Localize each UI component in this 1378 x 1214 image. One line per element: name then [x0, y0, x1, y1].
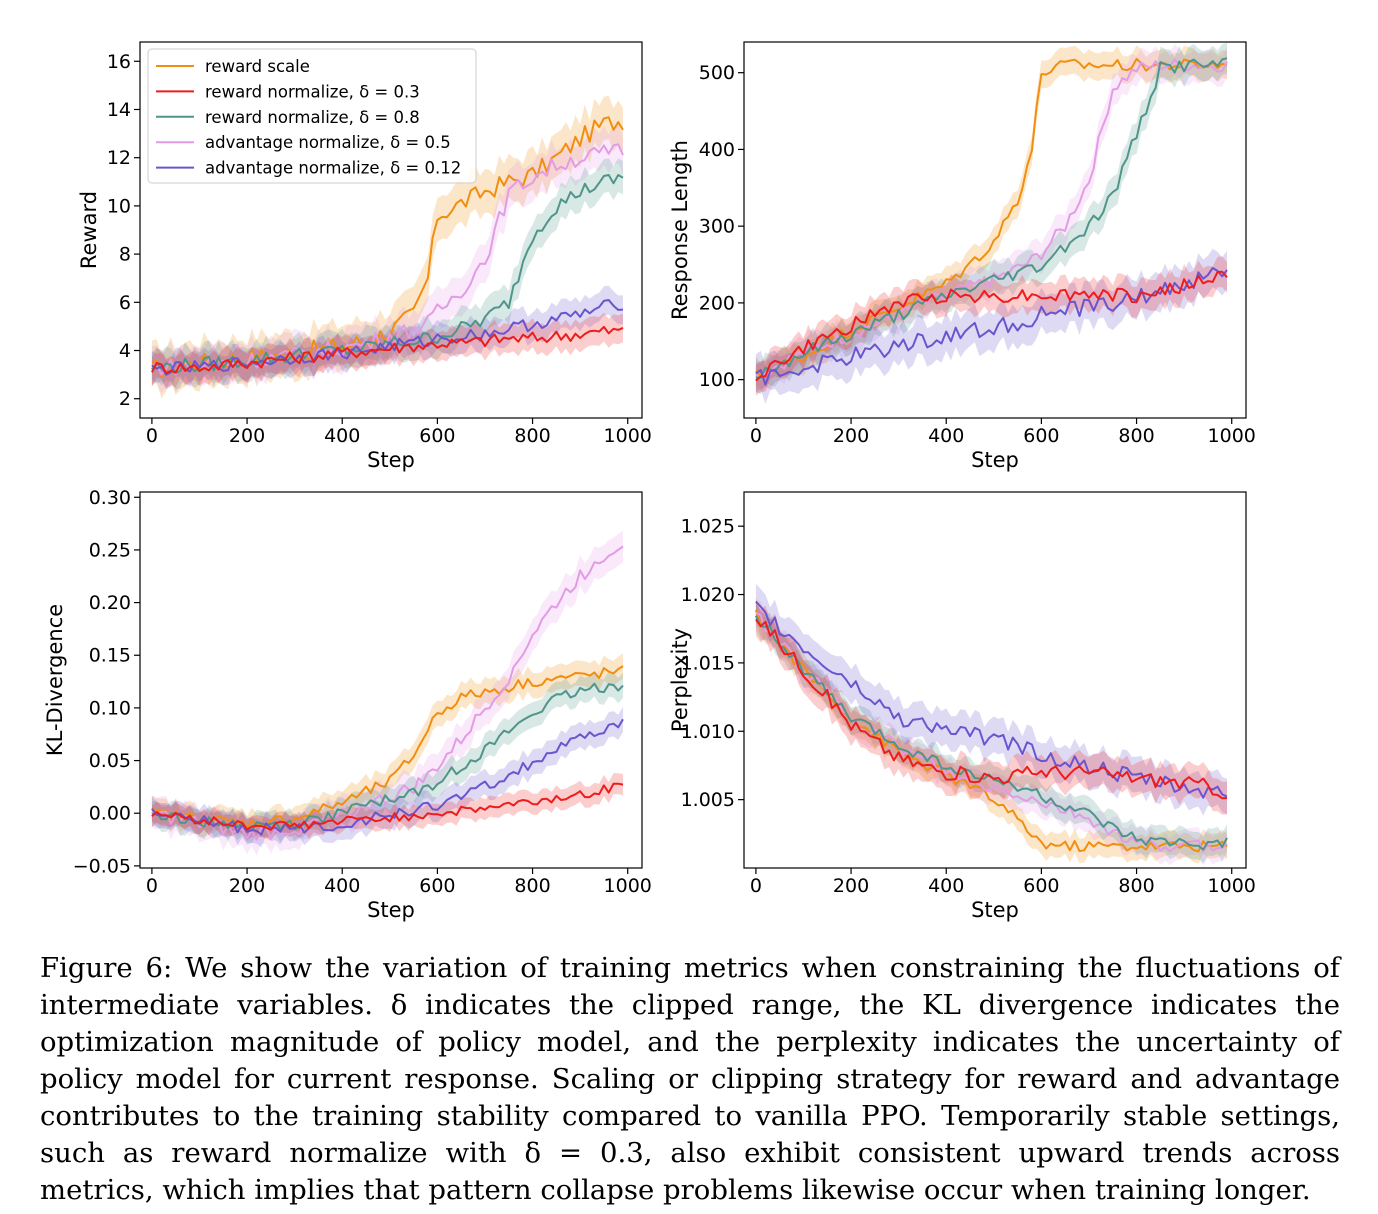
- x-tick-label: 1000: [604, 875, 652, 897]
- x-tick-label: 1000: [1208, 425, 1256, 447]
- y-tick-label: 100: [699, 369, 735, 391]
- x-tick-label: 800: [1118, 425, 1154, 447]
- y-axis-label: Response Length: [668, 140, 692, 320]
- y-tick-label: 8: [119, 244, 131, 266]
- series-band: [756, 603, 1227, 815]
- x-tick-label: 200: [833, 875, 869, 897]
- plot-area: [756, 584, 1227, 866]
- x-tick-label: 400: [928, 425, 964, 447]
- figure-caption: Figure 6: We show the variation of train…: [40, 950, 1340, 1209]
- y-axis-label: Perplexity: [668, 628, 692, 732]
- y-tick-label: 1.005: [681, 789, 735, 811]
- legend-entry: reward normalize, δ = 0.8: [205, 108, 420, 127]
- x-axis-label: Step: [971, 898, 1019, 922]
- y-tick-label: 0.00: [89, 803, 131, 825]
- legend: reward scale reward normalize, δ = 0.3 rew…: [148, 49, 476, 183]
- chart-panel-1: 0 200 400 600 800 1000 2 4 6 8 10 12 14 16 Step Reward r…: [77, 42, 652, 472]
- y-tick-label: 300: [699, 216, 735, 238]
- x-tick-label: 600: [419, 425, 455, 447]
- legend-entry: advantage normalize, δ = 0.12: [205, 159, 461, 178]
- x-tick-label: 800: [514, 425, 550, 447]
- legend-entry: reward normalize, δ = 0.3: [205, 82, 420, 101]
- y-tick-label: 12: [107, 147, 131, 169]
- x-tick-label: 800: [1118, 875, 1154, 897]
- legend-entry: advantage normalize, δ = 0.5: [205, 133, 451, 152]
- y-tick-label: 400: [699, 139, 735, 161]
- y-tick-label: 4: [119, 340, 131, 362]
- x-tick-label: 600: [1023, 425, 1059, 447]
- y-tick-label: 1.020: [681, 584, 735, 606]
- y-axis-label: Reward: [77, 191, 101, 269]
- y-tick-label: 6: [119, 292, 131, 314]
- y-tick-label: −0.05: [73, 855, 131, 877]
- x-tick-label: 400: [324, 875, 360, 897]
- x-tick-label: 0: [750, 875, 762, 897]
- y-axis-label: KL-Divergence: [43, 604, 67, 756]
- x-axis-label: Step: [367, 448, 415, 472]
- x-tick-label: 0: [750, 425, 762, 447]
- y-tick-label: 200: [699, 292, 735, 314]
- y-tick-label: 0.30: [89, 487, 131, 509]
- figure-panels: 0 200 400 600 800 1000246810121416StepRewardr…: [0, 0, 1378, 940]
- y-tick-label: 0.25: [89, 539, 131, 561]
- y-tick-label: 10: [107, 195, 131, 217]
- x-tick-label: 0: [146, 425, 158, 447]
- x-tick-label: 600: [419, 875, 455, 897]
- y-tick-label: 0.15: [89, 645, 131, 667]
- x-tick-label: 200: [229, 425, 265, 447]
- x-tick-label: 200: [229, 875, 265, 897]
- x-tick-label: 600: [1023, 875, 1059, 897]
- y-tick-label: 0.10: [89, 697, 131, 719]
- x-tick-label: 0: [146, 875, 158, 897]
- plot-area: [152, 531, 623, 856]
- chart-panel-2: 0 200 400 600 800 1000 100 200 300 400 500 Step Resp…: [668, 42, 1256, 472]
- x-tick-label: 400: [324, 425, 360, 447]
- y-tick-label: 16: [107, 51, 131, 73]
- y-tick-label: 14: [107, 99, 131, 121]
- x-tick-label: 1000: [604, 425, 652, 447]
- y-tick-label: 0.20: [89, 592, 131, 614]
- chart-panel-3: 0 200 400 600 800 1000 −0.05 0.00 0.05 0.10 0.15 0.…: [43, 487, 652, 922]
- x-axis-label: Step: [971, 448, 1019, 472]
- x-tick-label: 800: [514, 875, 550, 897]
- plot-area: [756, 43, 1227, 404]
- y-tick-label: 2: [119, 388, 131, 410]
- y-tick-label: 0.05: [89, 750, 131, 772]
- chart-panel-4: 0 200 400 600 800 1000 1.005 1.010 1.015 1.020 1.0…: [668, 492, 1256, 922]
- legend-entry: reward scale: [205, 57, 310, 76]
- y-tick-label: 1.025: [681, 516, 735, 538]
- x-tick-label: 1000: [1208, 875, 1256, 897]
- x-tick-label: 200: [833, 425, 869, 447]
- x-tick-label: 400: [928, 875, 964, 897]
- y-tick-label: 500: [699, 62, 735, 84]
- x-axis-label: Step: [367, 898, 415, 922]
